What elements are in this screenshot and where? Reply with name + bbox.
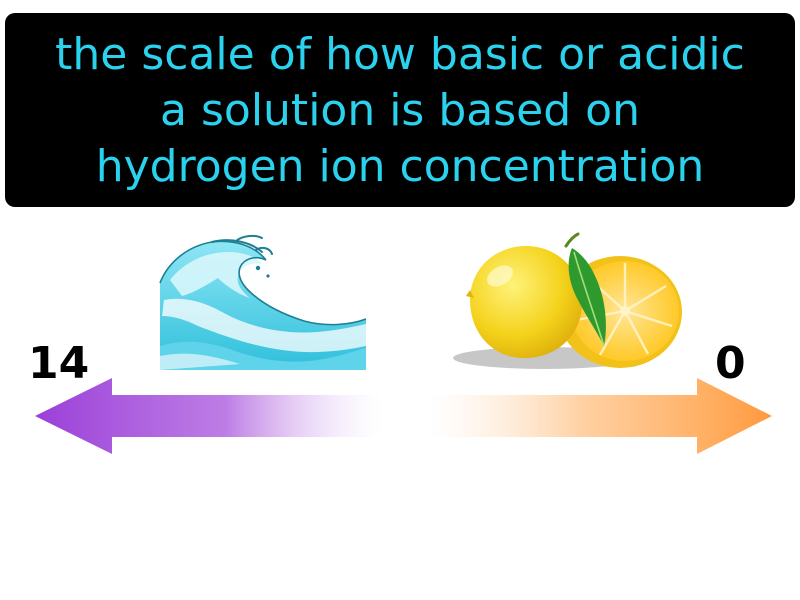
definition-line-1: the scale of how basic or acidic — [55, 29, 745, 80]
definition-line-3: hydrogen ion concentration — [95, 141, 705, 192]
definition-line-2: a solution is based on — [160, 85, 640, 136]
acidic-arrow — [430, 378, 772, 454]
lemon-icon — [453, 232, 682, 369]
basic-arrow — [35, 378, 382, 454]
scale-label-acidic-end: 0 — [715, 338, 746, 389]
ocean-wave-icon — [159, 234, 367, 370]
definition-box: the scale of how basic or acidic a solut… — [5, 13, 795, 207]
scale-label-basic-end: 14 — [28, 338, 90, 389]
